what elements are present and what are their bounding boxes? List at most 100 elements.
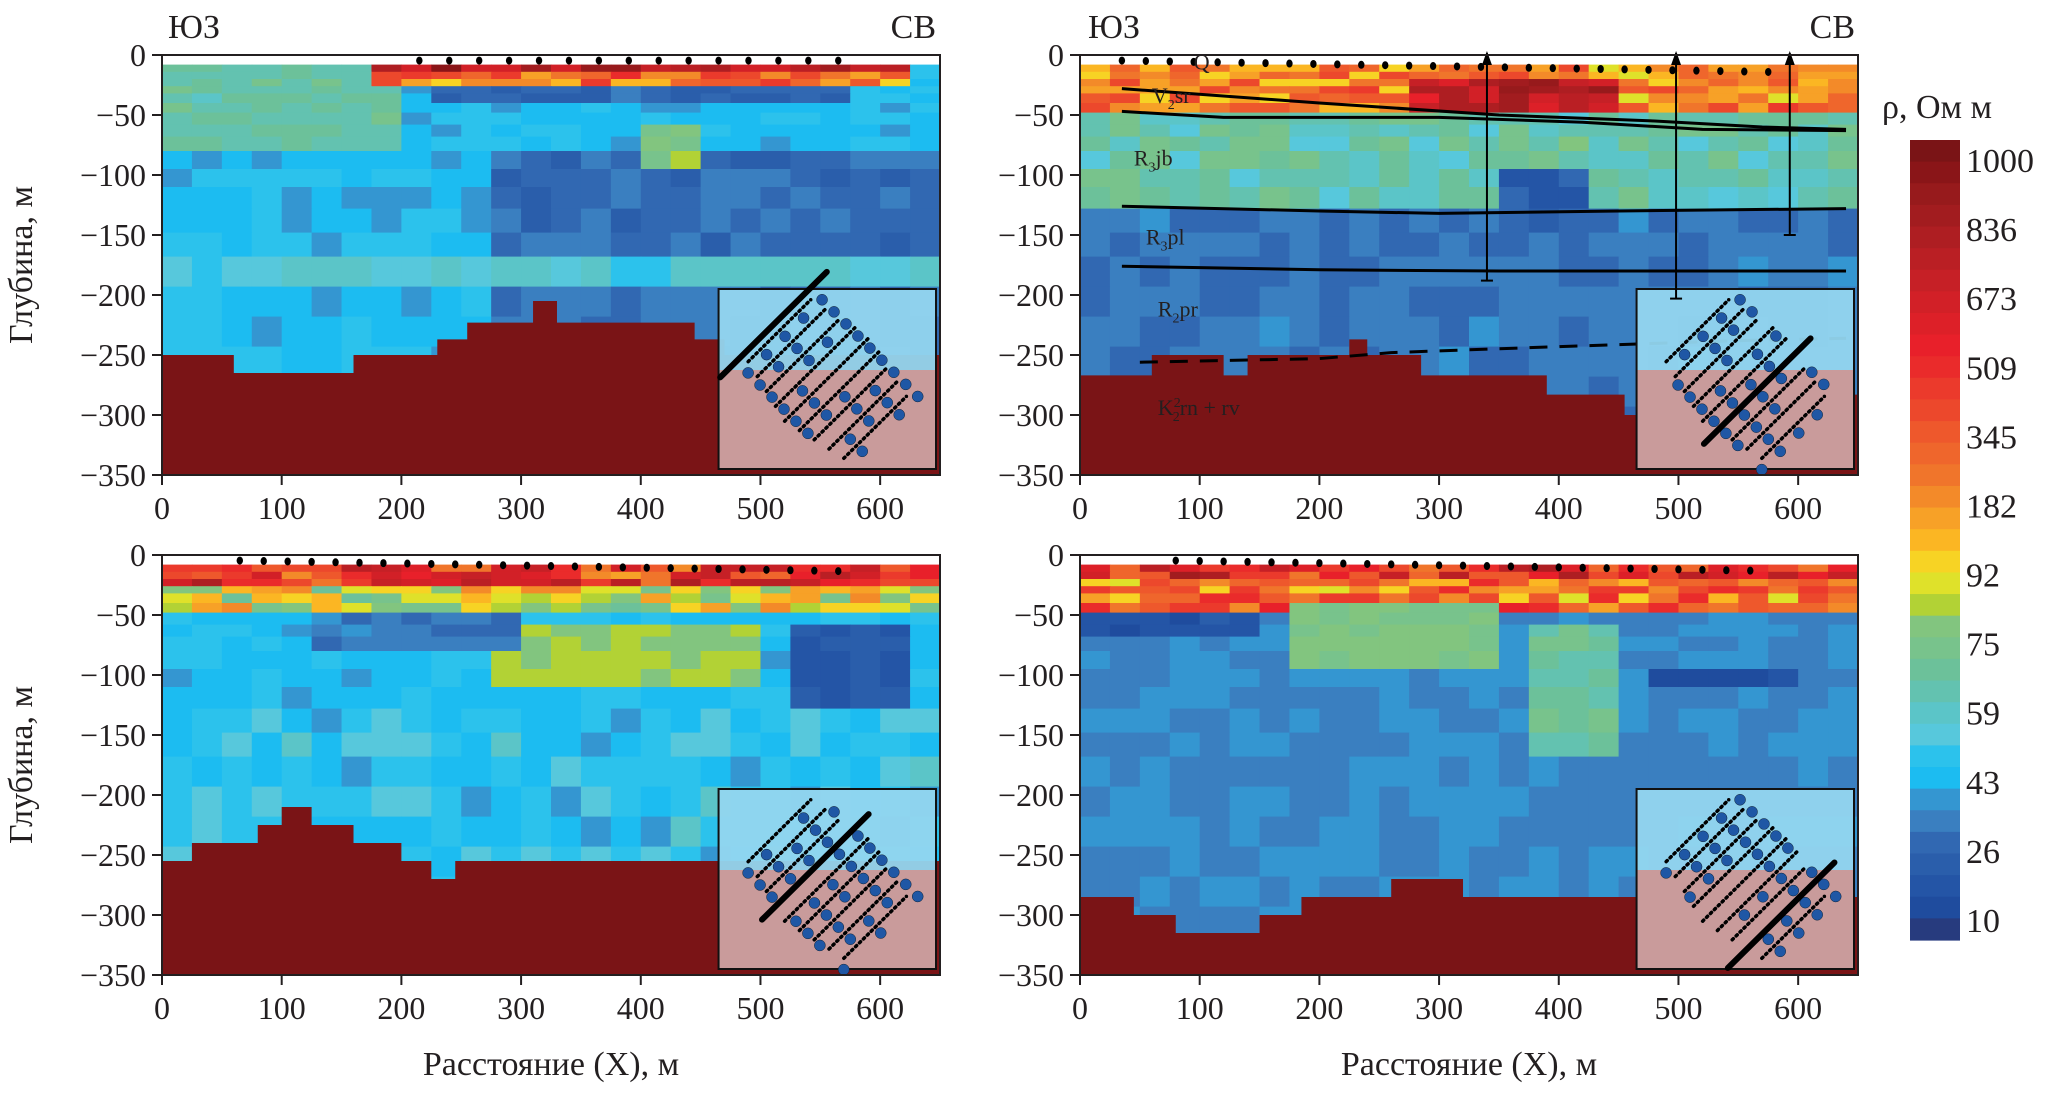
resistivity-cell: [1229, 846, 1261, 878]
resistivity-cell: [670, 786, 702, 818]
resistivity-cell: [610, 651, 642, 670]
resistivity-cell: [221, 286, 253, 318]
resistivity-cell: [1528, 169, 1560, 188]
resistivity-cell: [281, 346, 313, 378]
resistivity-cell: [1498, 71, 1530, 80]
resistivity-cell: [1349, 732, 1380, 758]
resistivity-cell: [1199, 71, 1231, 80]
resistivity-cell: [491, 169, 522, 188]
resistivity-cell: [191, 79, 223, 87]
resistivity-cell: [910, 256, 940, 288]
resistivity-cell: [1139, 586, 1171, 594]
resistivity-cell: [1349, 636, 1380, 652]
x-tick-label: 100: [1176, 990, 1224, 1026]
electrode-marker: [625, 56, 632, 65]
resistivity-cell: [1080, 124, 1111, 138]
resistivity-cell: [191, 124, 223, 138]
inset-station-dot: [760, 348, 773, 361]
resistivity-cell: [521, 756, 552, 788]
resistivity-cell: [1618, 593, 1650, 604]
resistivity-cell: [1469, 687, 1500, 710]
resistivity-cell: [1319, 624, 1350, 638]
resistivity-cell: [281, 708, 313, 734]
resistivity-cell: [850, 586, 881, 594]
resistivity-cell: [521, 612, 552, 626]
resistivity-cell: [1229, 71, 1261, 80]
resistivity-cell: [521, 579, 552, 587]
inset-station-dot: [1684, 891, 1696, 903]
resistivity-cell: [910, 571, 940, 580]
inset-station-dot: [1720, 427, 1732, 440]
resistivity-cell: [1349, 612, 1380, 626]
x-tick-label: 600: [1774, 490, 1822, 526]
resistivity-cell: [1558, 232, 1590, 258]
resistivity-cell: [1199, 93, 1231, 104]
horizon-line: [1121, 109, 1847, 133]
resistivity-cell: [1828, 169, 1858, 188]
resistivity-cell: [431, 286, 462, 318]
layer-label-sub: 3: [1149, 160, 1156, 175]
resistivity-cell: [610, 232, 642, 258]
resistivity-cell: [221, 79, 253, 87]
resistivity-cell: [1678, 571, 1709, 580]
resistivity-cell: [162, 593, 193, 604]
resistivity-cell: [1349, 151, 1380, 170]
resistivity-cell: [1349, 593, 1380, 604]
inset-station-dot: [881, 896, 894, 909]
resistivity-cell: [251, 79, 283, 87]
inset-station-dot: [797, 812, 810, 824]
resistivity-cell: [730, 756, 762, 788]
resistivity-cell: [1469, 651, 1500, 670]
resistivity-cell: [1259, 624, 1291, 638]
resistivity-cell: [491, 571, 522, 580]
resistivity-cell: [1828, 687, 1858, 710]
resistivity-cell: [1588, 136, 1620, 152]
resistivity-cell: [162, 79, 193, 87]
resistivity-cell: [1678, 187, 1709, 210]
inset-station-dot: [816, 294, 828, 306]
resistivity-cell: [910, 64, 940, 73]
resistivity-cell: [1259, 187, 1291, 210]
colorbar-tick-label: 1000: [1966, 143, 2034, 180]
resistivity-cell: [1828, 187, 1858, 210]
resistivity-cell: [1528, 816, 1560, 848]
resistivity-cell: [1289, 651, 1320, 670]
resistivity-cell: [162, 612, 193, 626]
resistivity-cell: [1828, 103, 1858, 114]
resistivity-cell: [521, 79, 552, 87]
resistivity-cell: [1648, 756, 1680, 788]
resistivity-cell: [461, 651, 492, 670]
resistivity-cell: [1139, 669, 1171, 688]
resistivity-cell: [1648, 687, 1680, 710]
resistivity-cell: [1528, 151, 1560, 170]
resistivity-cell: [1229, 86, 1261, 94]
resistivity-cell: [551, 169, 582, 188]
resistivity-cell: [1708, 103, 1739, 114]
resistivity-cell: [1169, 136, 1201, 152]
resistivity-cell: [1798, 103, 1829, 114]
resistivity-cell: [1229, 612, 1261, 626]
resistivity-cell: [790, 586, 821, 594]
resistivity-cell: [1259, 586, 1291, 594]
resistivity-cell: [341, 624, 373, 638]
colorbar-segment: [1910, 507, 1960, 530]
resistivity-cell: [521, 187, 552, 210]
resistivity-cell: [1558, 846, 1590, 878]
resistivity-cell: [1528, 71, 1560, 80]
resistivity-cell: [281, 593, 313, 604]
colorbar-segment: [1910, 204, 1960, 228]
resistivity-cell: [1588, 71, 1620, 80]
resistivity-cell: [191, 651, 223, 670]
inset-station-dot: [1775, 372, 1788, 385]
resistivity-cell: [1738, 136, 1769, 152]
resistivity-cell: [341, 208, 373, 234]
x-tick-label: 0: [1072, 990, 1088, 1026]
resistivity-cell: [1708, 732, 1739, 758]
resistivity-cell: [1768, 593, 1799, 604]
resistivity-cell: [162, 256, 193, 288]
y-tick-label: −300: [80, 897, 146, 933]
resistivity-cell: [1379, 579, 1410, 587]
x-tick-label: 100: [1176, 490, 1224, 526]
x-tick-label: 400: [1535, 490, 1583, 526]
resistivity-cell: [640, 86, 672, 94]
